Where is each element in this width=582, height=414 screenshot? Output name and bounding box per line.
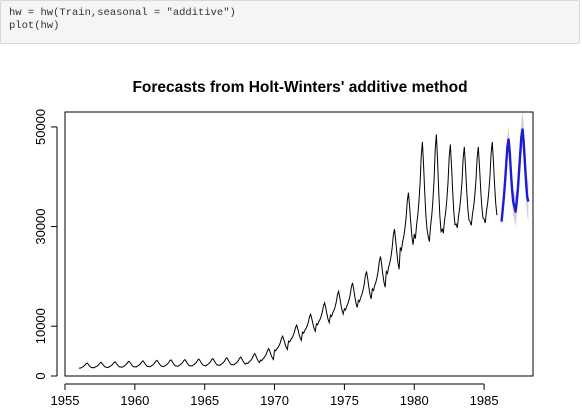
y-tick-label: 50000	[33, 109, 48, 145]
x-axis: 1955 1960 1965 1970 1975 1980 1985	[51, 383, 499, 408]
x-tick-label: 1985	[470, 393, 499, 408]
plot-frame	[64, 111, 534, 377]
chart-title: Forecasts from Holt-Winters' additive me…	[132, 79, 467, 96]
x-tick-label: 1980	[400, 393, 429, 408]
y-tick-label: 30000	[33, 208, 48, 244]
code-line-1: hw = hw(Train,seasonal = "additive")	[9, 7, 236, 19]
y-axis: 0 10000 30000 50000	[33, 109, 58, 380]
code-block: hw = hw(Train,seasonal = "additive") plo…	[0, 0, 580, 44]
x-tick-label: 1955	[51, 393, 80, 408]
y-tick-label: 0	[33, 372, 48, 379]
code-line-2: plot(hw)	[9, 20, 60, 32]
historical-series-line	[78, 134, 498, 369]
y-tick-label: 10000	[33, 308, 48, 344]
x-tick-label: 1970	[260, 393, 289, 408]
series-layer	[78, 128, 530, 369]
forecast-series-line	[500, 128, 530, 222]
x-tick-label: 1965	[190, 393, 219, 408]
forecast-chart: Forecasts from Holt-Winters' additive me…	[33, 79, 534, 408]
x-tick-label: 1960	[120, 393, 149, 408]
x-tick-label: 1975	[330, 393, 359, 408]
